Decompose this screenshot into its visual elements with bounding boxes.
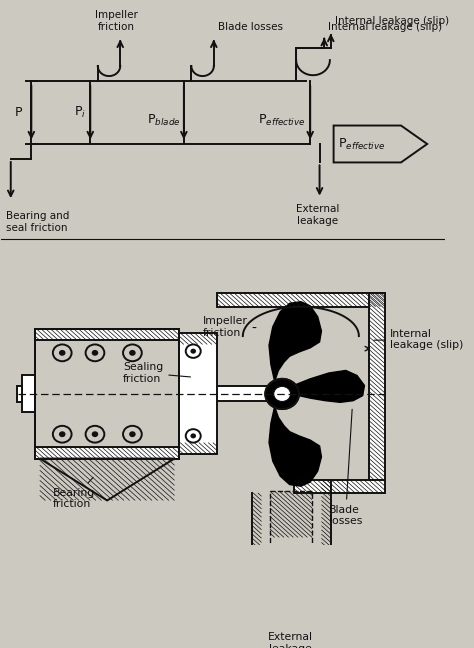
Bar [217, 294, 385, 307]
Circle shape [191, 434, 196, 439]
Text: External
leakage: External leakage [268, 632, 313, 648]
Circle shape [265, 379, 299, 409]
Text: Bearing and
seal friction: Bearing and seal friction [6, 211, 70, 233]
Circle shape [59, 350, 65, 356]
Text: P$_{effective}$: P$_{effective}$ [258, 113, 306, 128]
Polygon shape [269, 406, 321, 486]
Circle shape [265, 379, 299, 409]
Circle shape [91, 432, 98, 437]
Bar [35, 446, 179, 459]
Text: Internal
leakage (slip): Internal leakage (slip) [374, 329, 463, 350]
Text: Blade
losses: Blade losses [329, 410, 362, 526]
Text: Blade losses: Blade losses [218, 21, 283, 32]
Text: Impeller
friction: Impeller friction [202, 316, 256, 338]
Polygon shape [293, 371, 365, 402]
Bar [22, 375, 35, 412]
Circle shape [59, 432, 65, 437]
Circle shape [191, 349, 196, 354]
Circle shape [129, 350, 136, 356]
Text: P$_{blade}$: P$_{blade}$ [146, 113, 180, 128]
Bar [35, 329, 179, 340]
Bar [369, 294, 385, 480]
Bar [34, 386, 268, 402]
Text: Bearing
friction: Bearing friction [53, 478, 95, 509]
Text: P: P [15, 106, 22, 119]
Text: Sealing
friction: Sealing friction [123, 362, 191, 384]
Bar [17, 386, 22, 402]
Polygon shape [269, 302, 321, 382]
Bar [294, 480, 385, 493]
Circle shape [273, 386, 291, 402]
Text: P$_i$: P$_i$ [74, 104, 87, 120]
Bar [179, 332, 217, 454]
Text: Internal leakage (slip): Internal leakage (slip) [328, 21, 442, 32]
Circle shape [129, 432, 136, 437]
Bar [35, 340, 179, 446]
Text: Impeller
friction: Impeller friction [95, 10, 138, 32]
Circle shape [91, 350, 98, 356]
Circle shape [273, 386, 291, 402]
Bar [270, 491, 312, 622]
Text: Internal leakage (slip): Internal leakage (slip) [335, 16, 449, 27]
Text: P$_{effective}$: P$_{effective}$ [338, 137, 386, 152]
Text: External
leakage: External leakage [296, 204, 339, 226]
